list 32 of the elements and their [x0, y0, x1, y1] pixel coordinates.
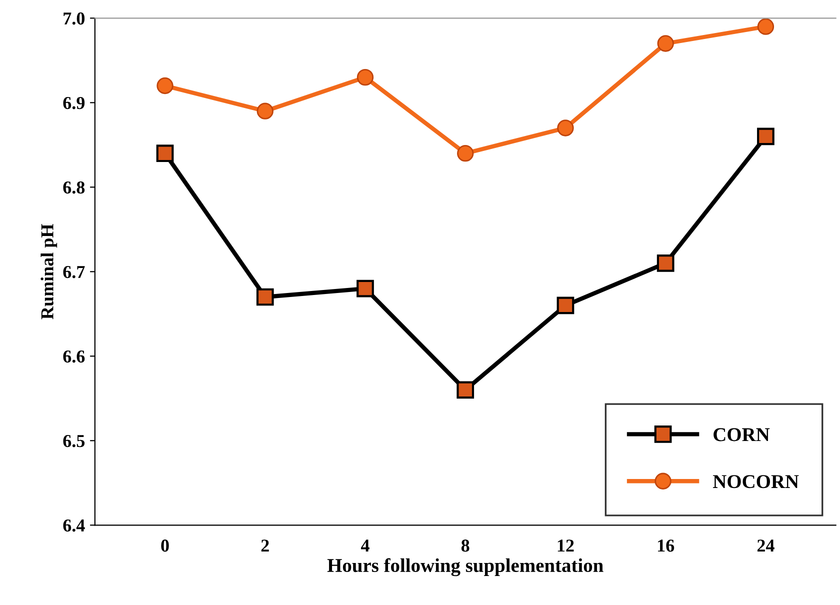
x-tick-label: 4: [360, 540, 370, 552]
y-tick-label: 7.0: [64, 12, 85, 25]
point: [757, 18, 774, 35]
point: [256, 102, 274, 120]
point: [657, 35, 674, 52]
x-tick-label: 16: [658, 540, 674, 552]
y-axis-title: Ruminal pH: [40, 224, 58, 320]
y-tick-label: 6.5: [63, 434, 85, 448]
legend-label: NOCORN: [712, 475, 799, 488]
x-tick-label: 12: [558, 540, 574, 552]
point: [757, 128, 774, 146]
point: [656, 254, 674, 272]
y-tick-label: 6.6: [63, 350, 85, 363]
point: [356, 68, 374, 86]
point: [256, 288, 274, 306]
x-axis-title: Hours following supplementation: [327, 558, 604, 576]
point: [156, 144, 174, 162]
y-tick-label: 6.8: [63, 181, 85, 194]
y-tick-label: 6.9: [63, 96, 85, 110]
x-tick-label: 2: [261, 540, 269, 552]
x-tick-label: 8: [461, 540, 470, 552]
point: [457, 145, 474, 162]
point: [456, 381, 474, 399]
x-tick-label: 24: [757, 540, 774, 552]
point: [156, 77, 174, 94]
point: [556, 296, 574, 314]
point: [356, 280, 374, 298]
y-tick-label: 6.7: [63, 266, 85, 278]
y-tick-label: 6.4: [63, 519, 85, 532]
legend-label: CORN: [714, 428, 770, 442]
x-tick-label: 0: [161, 540, 169, 552]
point: [557, 120, 574, 136]
